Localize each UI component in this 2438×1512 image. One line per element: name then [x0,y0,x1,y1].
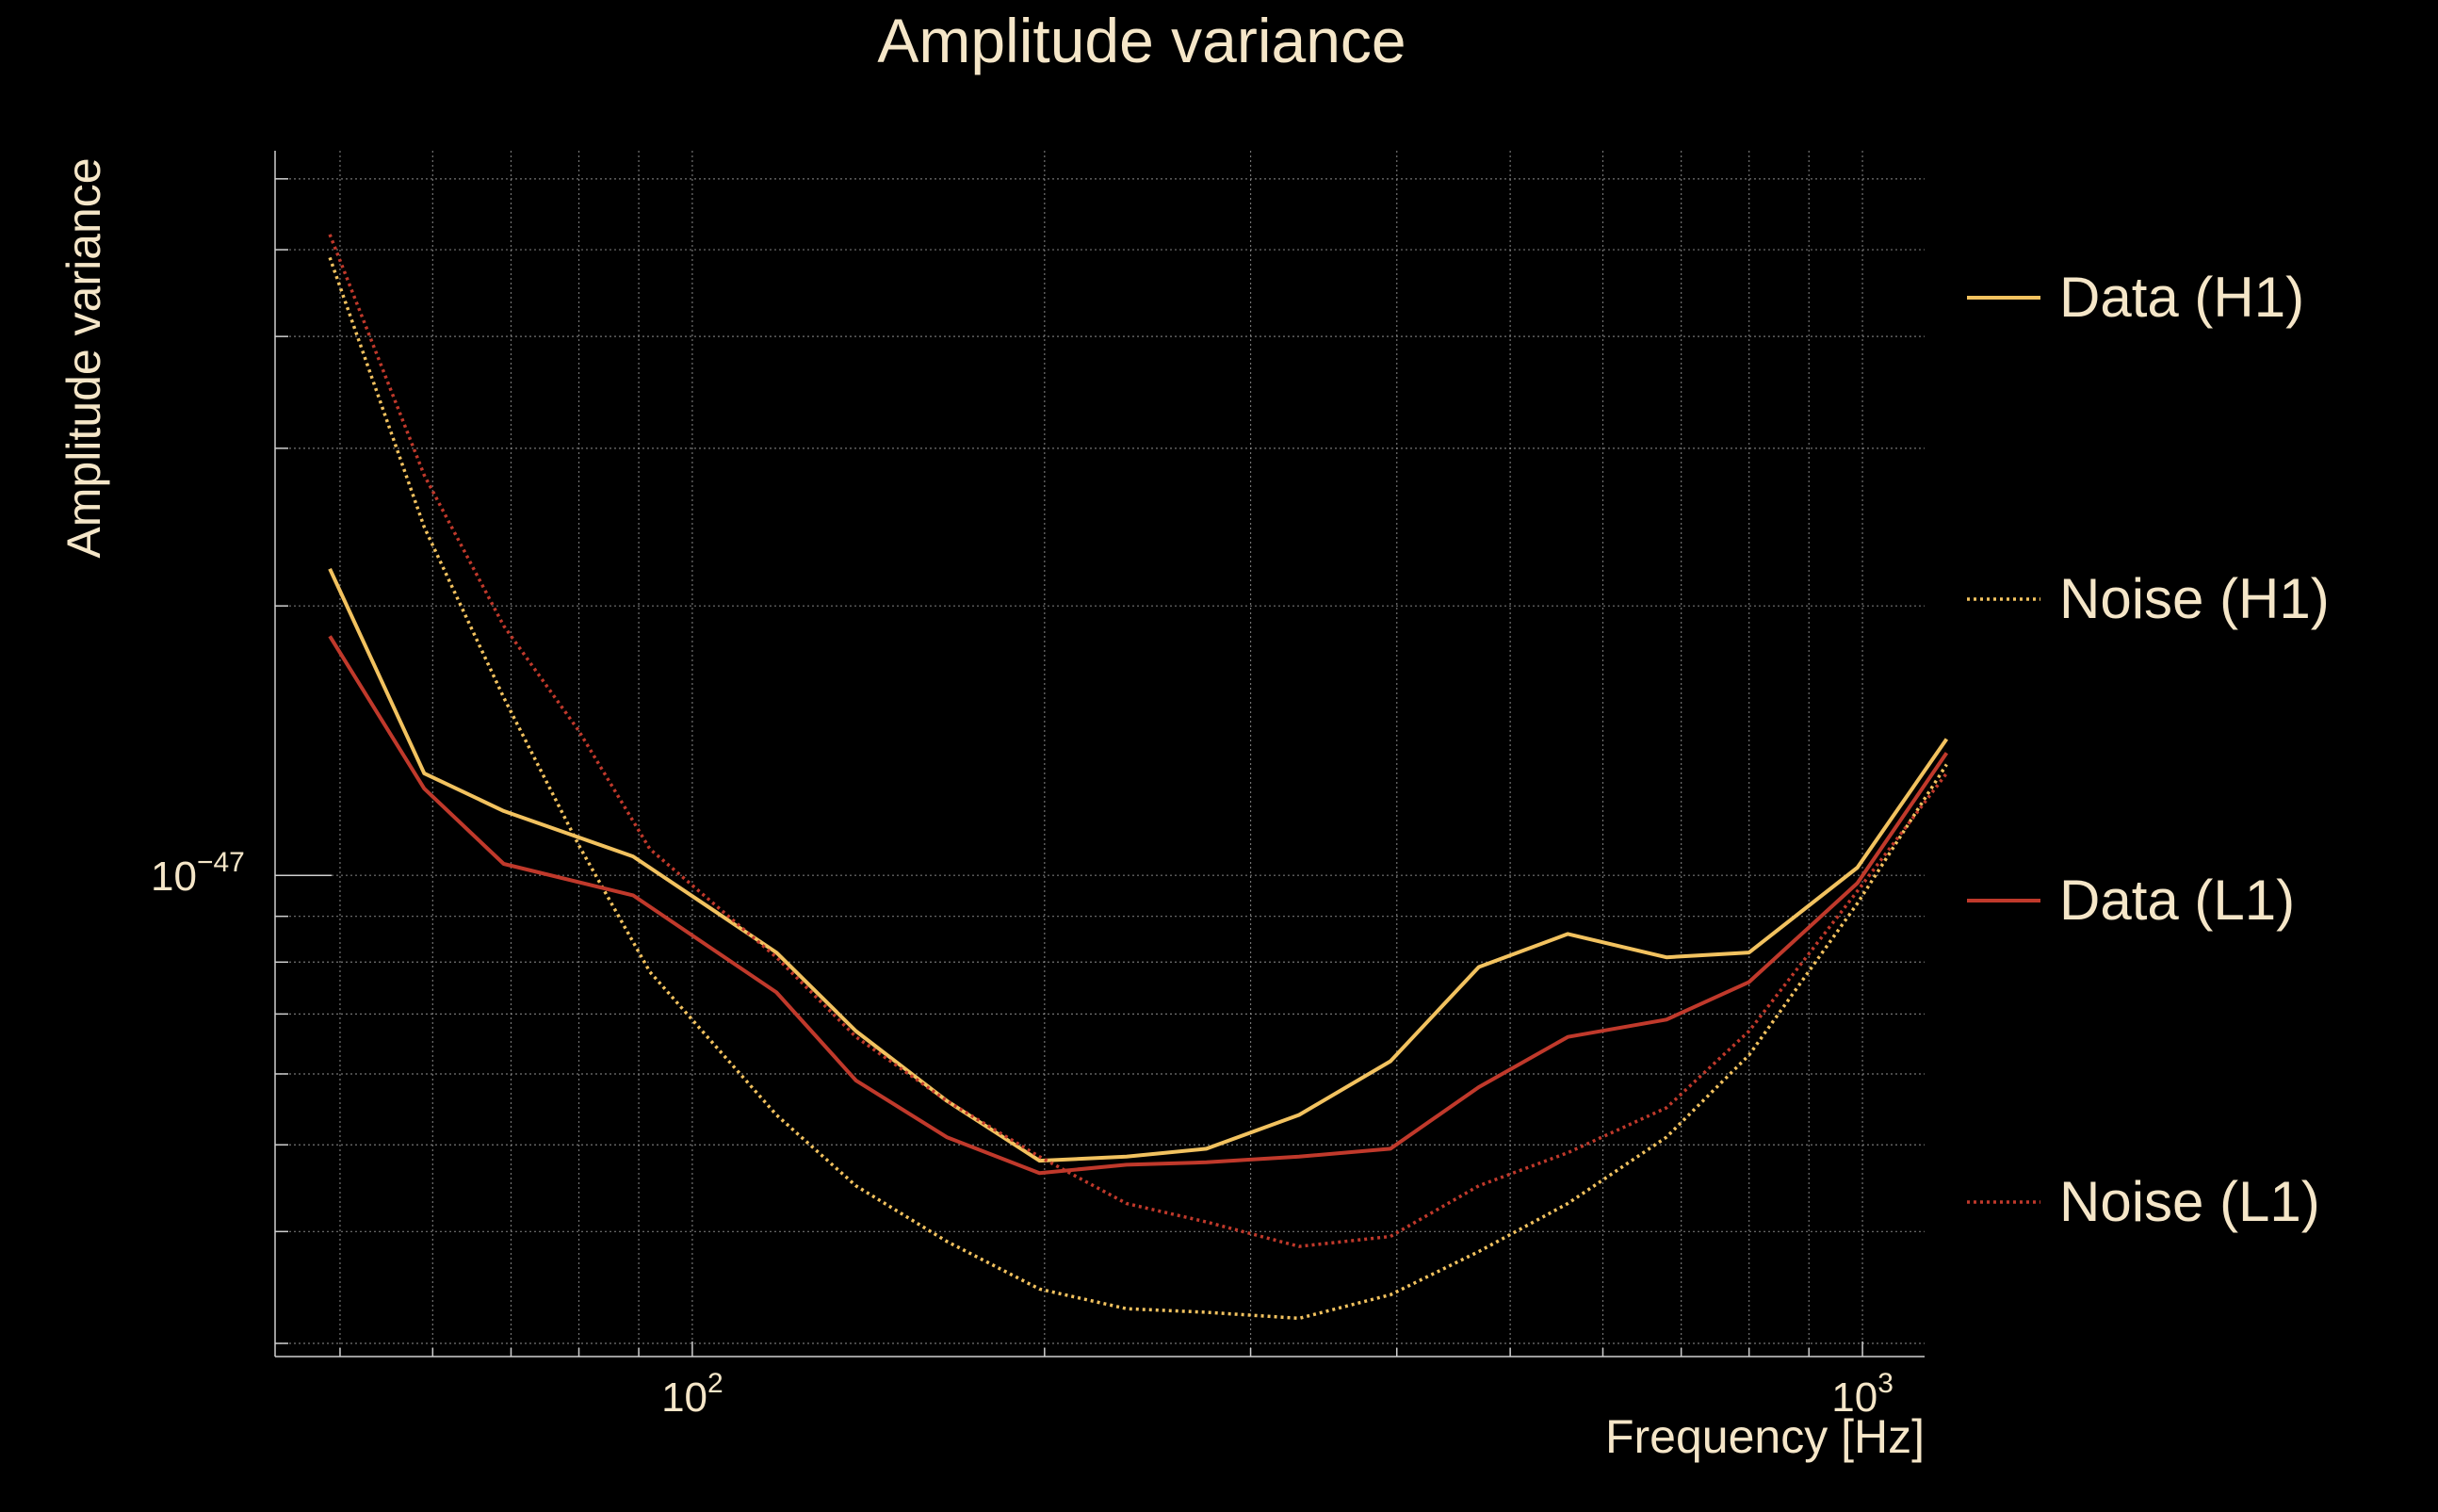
legend-label-data-h1: Data (H1) [2059,266,2304,329]
x-tick-label: 103 [1831,1368,1894,1421]
legend-label-noise-l1: Noise (L1) [2059,1170,2320,1233]
legend-label-noise-h1: Noise (H1) [2059,567,2330,630]
x-axis-label: Frequency [Hz] [1605,1410,1925,1463]
axes: 102 103 10−47 [151,151,1925,1421]
y-axis-label: Amplitude variance [57,157,110,558]
y-tick-label: 10−47 [151,847,245,900]
plot-lines [328,234,1949,1321]
legend-label-data-l1: Data (L1) [2059,869,2295,932]
grid [275,151,1925,1357]
chart-title: Amplitude variance [877,6,1406,75]
series-line-noise-h1 [328,256,1948,1321]
series-line-noise-l1 [328,234,1948,1248]
x-tick-label: 102 [661,1368,723,1421]
series-line-data-h1 [328,567,1949,1163]
series-line-data-l1 [328,635,1949,1176]
legend: Data (H1) Noise (H1) Data (L1) Noise (L1) [1967,266,2330,1233]
